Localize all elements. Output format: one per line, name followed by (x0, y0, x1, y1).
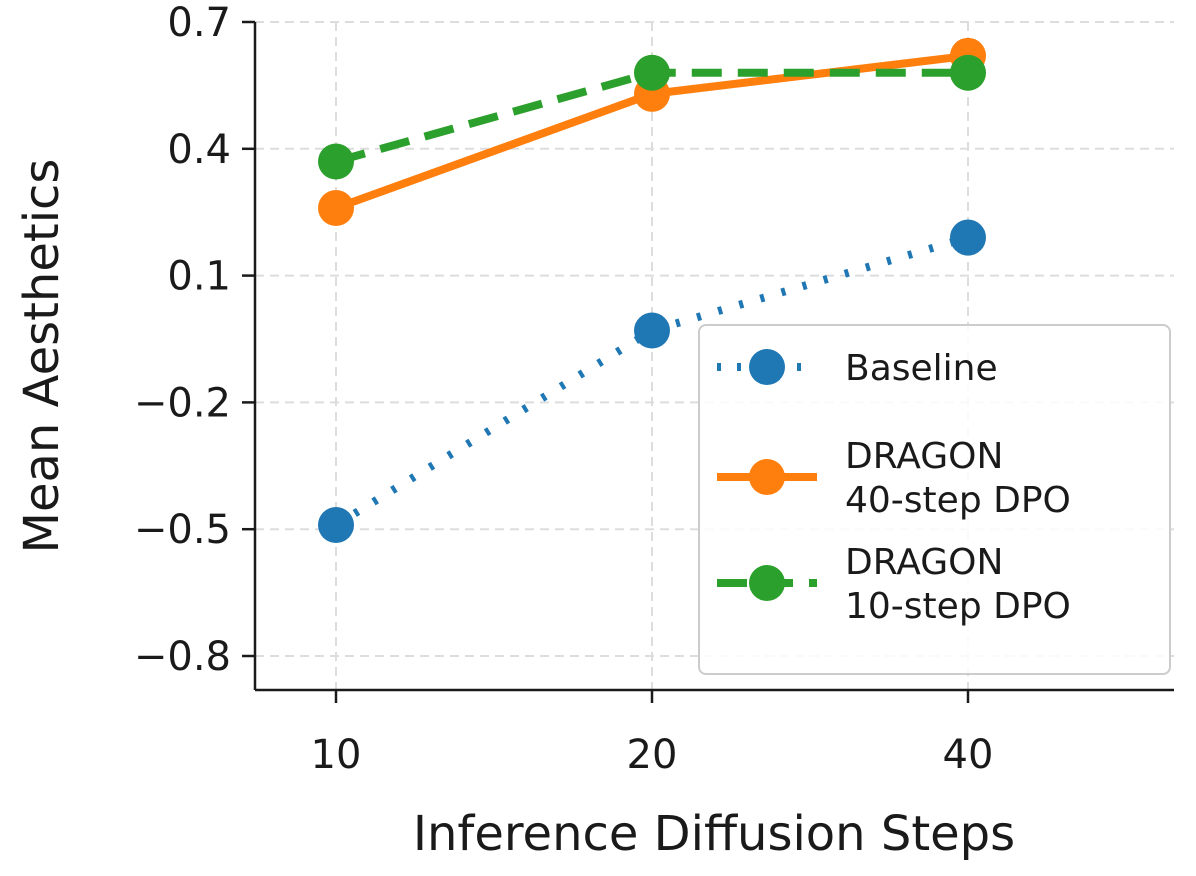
plot-area (318, 37, 986, 543)
y-tick-label: 0.4 (167, 127, 231, 173)
y-axis-title: Mean Aesthetics (14, 159, 70, 554)
x-tick-label: 20 (627, 732, 678, 778)
y-tick-label: −0.5 (134, 507, 231, 553)
data-point (950, 219, 986, 256)
legend-marker (749, 459, 785, 495)
axis-ticks: 0.7 0.4 0.1 −0.2 −0.5 −0.8 10 20 40 (134, 0, 994, 778)
y-tick-label: 0.1 (167, 254, 231, 300)
x-tick-label: 10 (311, 732, 362, 778)
data-point (318, 189, 354, 226)
data-point (634, 54, 670, 91)
legend-marker (749, 349, 785, 385)
legend-label: Baseline (845, 348, 998, 389)
data-point (318, 506, 354, 543)
data-point (634, 312, 670, 349)
data-point (950, 54, 986, 91)
x-tick-label: 40 (943, 732, 994, 778)
y-tick-label: −0.2 (134, 380, 231, 426)
legend-label: DRAGON 10-step DPO (845, 542, 1071, 627)
legend-marker (749, 565, 785, 601)
legend: Baseline DRAGON 40-step DPO DRAGON 10-step D… (698, 324, 1171, 675)
data-point (318, 143, 354, 180)
y-tick-label: 0.7 (167, 0, 231, 46)
y-tick-label: −0.8 (134, 634, 231, 680)
x-axis-title: Inference Diffusion Steps (413, 806, 1015, 862)
legend-label: DRAGON 40-step DPO (845, 436, 1071, 521)
